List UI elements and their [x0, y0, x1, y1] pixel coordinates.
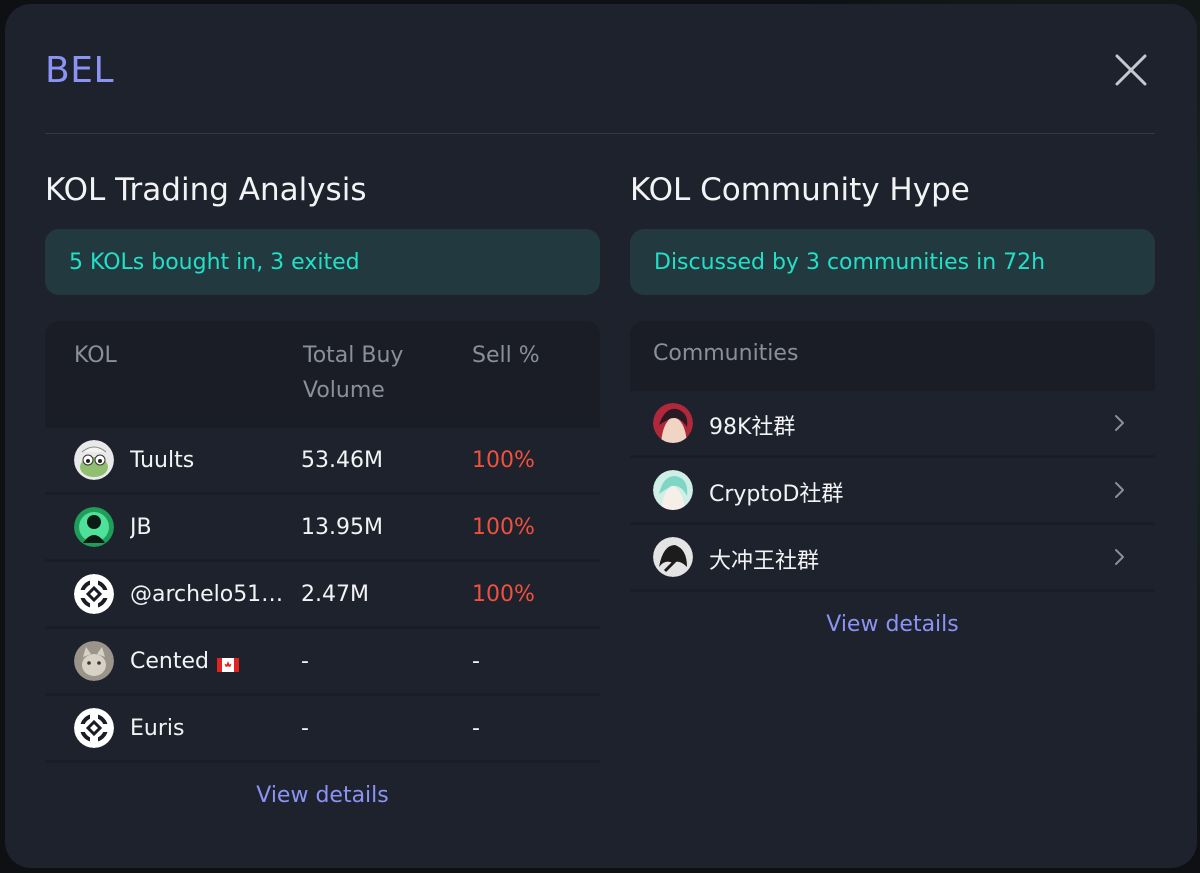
list-item[interactable]: 大冲王社群 — [630, 525, 1155, 589]
communities-header: Communities — [630, 321, 1155, 388]
cat-avatar-icon — [74, 641, 114, 681]
modal-title: BEL — [45, 50, 114, 91]
community-view-details-link[interactable]: View details — [630, 592, 1155, 656]
kol-volume: 53.46M — [301, 447, 383, 473]
kol-volume: 2.47M — [301, 581, 369, 607]
canada-flag-icon — [216, 653, 239, 672]
anime-teal-avatar-icon — [653, 470, 693, 510]
frog-avatar-icon — [74, 440, 114, 480]
kol-name: JB — [130, 514, 152, 540]
community-name: CryptoD社群 — [709, 482, 844, 507]
trading-summary-banner: 5 KOLs bought in, 3 exited — [45, 229, 600, 295]
kol-analysis-modal: BEL KOL Trading Analysis 5 KOLs bought i… — [5, 4, 1197, 868]
kol-name: Cented — [130, 649, 239, 674]
table-row[interactable]: @archelo51… 2.47M 100% — [45, 562, 600, 626]
table-row[interactable]: Tuults 53.46M 100% — [45, 428, 600, 492]
default-logo-avatar-icon — [74, 574, 114, 614]
list-item[interactable]: 98K社群 — [630, 391, 1155, 455]
kol-sell-percent: - — [472, 715, 480, 741]
kol-volume: 13.95M — [301, 514, 383, 540]
kol-name: Tuults — [130, 447, 195, 473]
table-header: KOL Total Buy Volume Sell % — [45, 321, 600, 425]
header-sell-percent: Sell % — [472, 343, 540, 368]
list-item[interactable]: CryptoD社群 — [630, 458, 1155, 522]
header-divider — [45, 133, 1155, 134]
community-list: Communities 98K社群 — [630, 321, 1155, 656]
trading-section-title: KOL Trading Analysis — [45, 172, 367, 208]
trading-view-details-link[interactable]: View details — [45, 763, 600, 827]
kol-sell-percent: - — [472, 648, 480, 674]
kol-sell-percent: 100% — [472, 447, 535, 473]
kol-sell-percent: 100% — [472, 514, 535, 540]
table-row[interactable]: Euris - - — [45, 696, 600, 760]
community-summary-banner: Discussed by 3 communities in 72h — [630, 229, 1155, 295]
chevron-right-icon — [1113, 547, 1125, 572]
kol-name: Euris — [130, 715, 185, 741]
kol-trading-table: KOL Total Buy Volume Sell % Tuults 53.46… — [45, 321, 600, 827]
community-name: 大冲王社群 — [709, 549, 820, 574]
header-kol: KOL — [74, 343, 117, 368]
kol-volume: - — [301, 648, 309, 674]
table-row[interactable]: JB 13.95M 100% — [45, 495, 600, 559]
default-logo-avatar-icon — [74, 708, 114, 748]
green-figure-avatar-icon — [74, 507, 114, 547]
chevron-right-icon — [1113, 413, 1125, 438]
kol-sell-percent: 100% — [472, 581, 535, 607]
mono-avatar-icon — [653, 537, 693, 577]
community-name: 98K社群 — [709, 415, 796, 440]
header-communities: Communities — [653, 341, 799, 366]
community-section-title: KOL Community Hype — [630, 172, 970, 208]
kol-volume: - — [301, 715, 309, 741]
kol-name: @archelo51… — [130, 581, 284, 607]
anime-red-avatar-icon — [653, 403, 693, 443]
table-row[interactable]: Cented - - — [45, 629, 600, 693]
header-total-buy-volume: Total Buy Volume — [303, 343, 404, 403]
chevron-right-icon — [1113, 480, 1125, 505]
close-icon[interactable] — [1113, 52, 1149, 88]
